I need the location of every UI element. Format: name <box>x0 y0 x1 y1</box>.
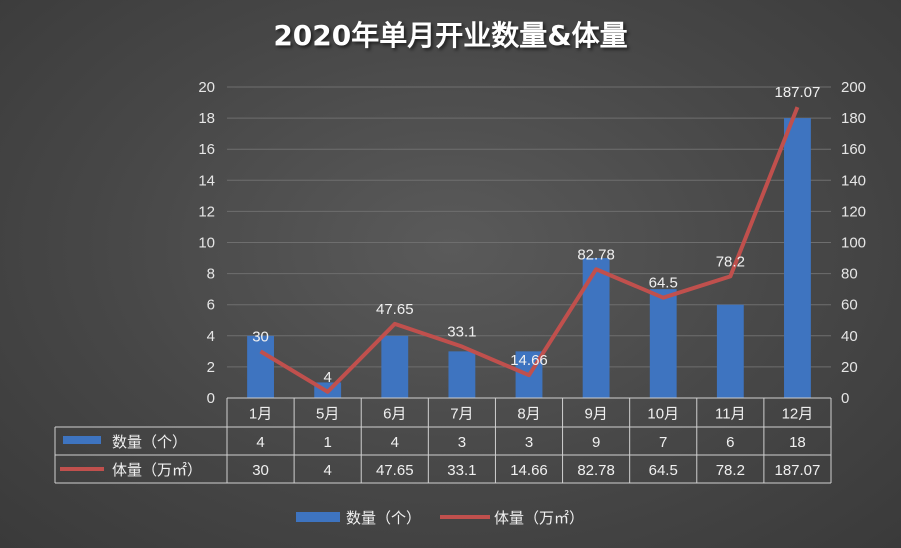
line-data-label: 47.65 <box>376 301 414 318</box>
table-cell: 3 <box>458 434 466 451</box>
line-data-label: 82.78 <box>577 246 615 263</box>
table-cell: 187.07 <box>774 462 820 479</box>
table-cell: 82.78 <box>577 462 615 479</box>
bar <box>649 289 677 398</box>
line-data-label: 64.5 <box>649 275 678 292</box>
table-cell: 78.2 <box>716 462 745 479</box>
table-cell: 14.66 <box>510 462 548 479</box>
table-series-name: 数量（个） <box>112 434 187 451</box>
y-left-tick-label: 10 <box>198 235 215 252</box>
table-cell: 1 <box>323 434 331 451</box>
y-left-tick-label: 4 <box>207 328 215 345</box>
y-right-tick-label: 140 <box>841 172 866 189</box>
x-tick-label: 5月 <box>316 406 339 423</box>
y-right-tick-label: 0 <box>841 390 849 407</box>
table-cell: 9 <box>592 434 600 451</box>
bar <box>784 118 811 398</box>
y-left-tick-label: 20 <box>198 79 215 96</box>
legend-label: 数量（个） <box>346 510 421 527</box>
table-cell: 7 <box>659 434 667 451</box>
line-data-label: 33.1 <box>447 324 476 341</box>
y-right-tick-label: 40 <box>841 328 858 345</box>
table-cell: 4 <box>323 462 331 479</box>
x-tick-label: 10月 <box>647 406 679 423</box>
table-cell: 4 <box>391 434 399 451</box>
bar <box>247 335 274 398</box>
x-tick-label: 12月 <box>782 406 814 423</box>
y-right-tick-label: 120 <box>841 203 866 220</box>
table-cell: 6 <box>726 434 734 451</box>
y-left-tick-label: 14 <box>198 172 215 189</box>
y-left-tick-label: 8 <box>207 266 215 283</box>
x-tick-label: 6月 <box>383 406 406 423</box>
table-series-name: 体量（万㎡） <box>112 462 202 479</box>
line-data-label: 14.66 <box>510 352 548 369</box>
bar <box>381 335 409 398</box>
table-cell: 47.65 <box>376 462 414 479</box>
y-right-tick-label: 180 <box>841 110 866 127</box>
table-cell: 30 <box>252 462 269 479</box>
y-left-tick-label: 18 <box>198 110 215 127</box>
line-data-label: 30 <box>252 328 269 345</box>
y-right-tick-label: 200 <box>841 79 866 96</box>
bar <box>716 304 744 398</box>
y-right-tick-label: 100 <box>841 235 866 252</box>
chart-title: 2020年单月开业数量&体量 <box>273 19 628 52</box>
x-tick-label: 9月 <box>584 406 607 423</box>
x-tick-label: 7月 <box>450 406 473 423</box>
line-series <box>259 106 800 394</box>
x-tick-label: 11月 <box>715 406 746 423</box>
y-left-tick-label: 12 <box>198 203 215 220</box>
table-cell: 64.5 <box>649 462 678 479</box>
line-data-label: 78.2 <box>716 253 745 270</box>
table-cell: 4 <box>256 434 264 451</box>
y-left-tick-label: 6 <box>207 297 215 314</box>
y-right-tick-label: 80 <box>841 266 858 283</box>
bar <box>448 351 476 398</box>
y-left-tick-label: 0 <box>207 390 215 407</box>
table-legend-key-bar <box>63 436 101 444</box>
y-left-tick-label: 16 <box>198 141 215 158</box>
x-tick-label: 8月 <box>517 406 540 423</box>
table-cell: 18 <box>789 434 806 451</box>
line-data-label: 4 <box>323 369 331 386</box>
y-right-tick-label: 60 <box>841 297 858 314</box>
y-right-tick-label: 20 <box>841 359 858 376</box>
bar <box>582 258 610 398</box>
legend-key-bar <box>296 512 340 522</box>
y-left-tick-label: 2 <box>207 359 215 376</box>
table-cell: 33.1 <box>447 462 476 479</box>
y-right-tick-label: 160 <box>841 141 866 158</box>
line-data-label: 187.07 <box>774 84 820 101</box>
x-tick-label: 1月 <box>249 406 272 423</box>
table-cell: 3 <box>525 434 533 451</box>
legend-label: 体量（万㎡） <box>494 510 584 527</box>
